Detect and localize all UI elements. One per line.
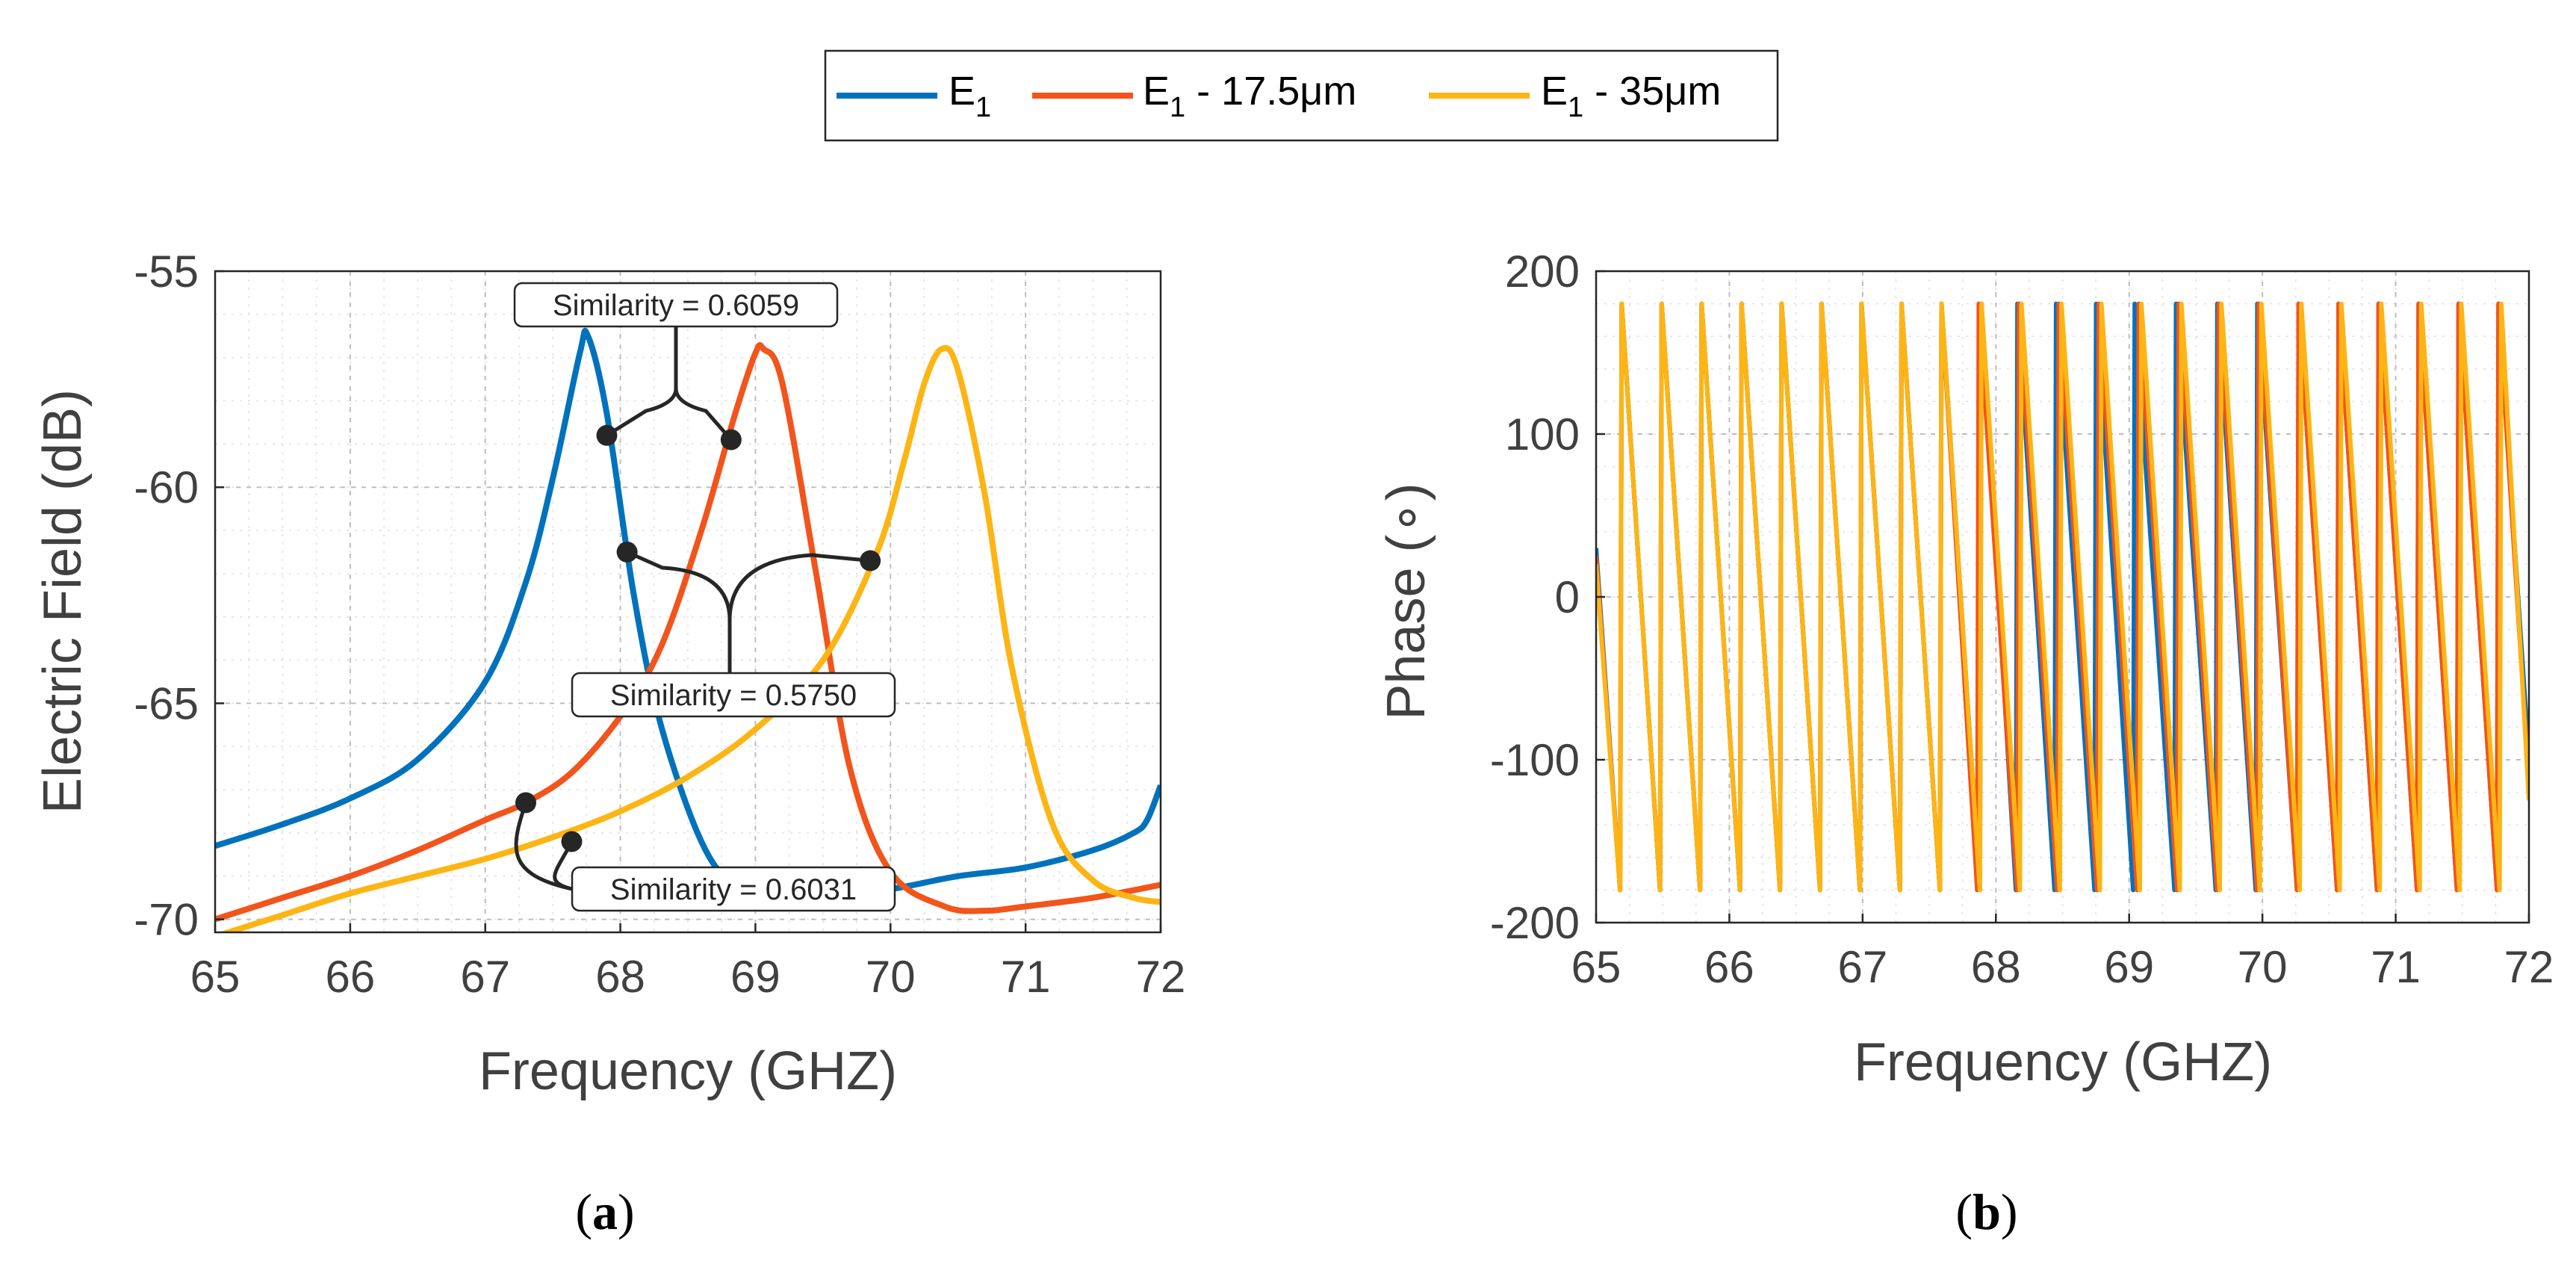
legend-entry-e1: E1 <box>837 69 991 123</box>
chart-a-annotation-1-marker <box>596 424 618 446</box>
chart-b-ylabel: Phase (∘) <box>1377 483 1436 719</box>
legend-label-e1-base: E <box>949 69 975 114</box>
legend-label-e1-35um-suffix: - 35μm <box>1583 69 1721 114</box>
legend-entry-e1-17-5um: E1 - 17.5μm <box>1032 69 1356 123</box>
panel-label-a: (a) <box>575 1183 634 1240</box>
chart-a-series-e1 <box>215 327 1161 902</box>
panel-label-b-open: ( <box>1955 1183 1973 1240</box>
chart-a-xlabel: Frequency (GHZ) <box>479 1041 897 1101</box>
chart-a-annotation-3-text: Similarity = 0.6031 <box>610 873 857 906</box>
panel-label-b-letter: b <box>1973 1183 2001 1240</box>
chart-b-x-tick-label: 71 <box>2371 942 2421 992</box>
chart-a-y-tick-label: -55 <box>134 247 199 297</box>
chart-a-x-tick-label: 66 <box>325 952 375 1002</box>
legend-label-e1-17-5um: E1 - 17.5μm <box>1143 69 1356 123</box>
panel-label-a-open: ( <box>575 1183 592 1240</box>
chart-b-x-tick-label: 69 <box>2104 942 2154 992</box>
chart-b-x-tick-label: 72 <box>2504 942 2554 992</box>
chart-a-x-tick-label: 70 <box>866 952 916 1002</box>
chart-a-frame <box>214 270 1162 934</box>
panel-label-b-close: ) <box>2001 1183 2018 1240</box>
chart-a-series <box>215 327 1161 932</box>
chart-b-y-ticks: -200 -100 0 100 200 <box>1490 247 1605 948</box>
chart-a-x-tick-label: 69 <box>730 952 780 1002</box>
chart-b-x-tick-label: 68 <box>1971 942 2021 992</box>
chart-b-x-tick-label: 66 <box>1704 942 1754 992</box>
panel-label-a-close: ) <box>618 1183 635 1240</box>
chart-b-series-e1-35-m <box>1596 301 2529 893</box>
chart-a-y-tick-label: -65 <box>134 678 199 728</box>
chart-b-y-tick-label: -100 <box>1490 735 1580 785</box>
legend-box <box>824 49 1779 142</box>
chart-a-annotation-2-text: Similarity = 0.5750 <box>610 679 857 712</box>
chart-a-x-tick-label: 71 <box>1001 952 1051 1002</box>
chart-a-y-tick-label: -60 <box>134 462 199 512</box>
legend-label-e1-17-5um-sub: 1 <box>1170 92 1185 123</box>
chart-a-x-tick-label: 67 <box>460 952 510 1002</box>
chart-a-y-ticks: -70 -65 -60 -55 <box>134 247 224 945</box>
legend-label-e1-35um-base: E <box>1541 69 1568 114</box>
chart-a-annotation-2-connector <box>626 550 871 673</box>
chart-a-x-tick-label: 68 <box>595 952 645 1002</box>
chart-a-annotation-2-marker <box>616 541 638 563</box>
panel-label-a-letter: a <box>592 1183 618 1240</box>
chart-a-series-e1-17-5-m <box>215 342 1161 923</box>
chart-b-xlabel: Frequency (GHZ) <box>1854 1032 2272 1092</box>
chart-b-y-tick-label: 100 <box>1505 409 1580 459</box>
legend-label-e1-17-5um-base: E <box>1143 69 1170 114</box>
chart-b: 65 66 67 68 69 70 71 72 -200 -100 0 100 200 Frequen… <box>1377 247 2554 1092</box>
chart-b-y-tick-label: -200 <box>1490 898 1580 948</box>
chart-b-y-tick-label: 0 <box>1555 572 1580 622</box>
chart-a-x-tick-label: 72 <box>1136 952 1186 1002</box>
legend-label-e1-sub: 1 <box>975 92 991 123</box>
chart-b-x-tick-label: 65 <box>1571 942 1621 992</box>
chart-a-annotation-1-marker <box>720 429 742 450</box>
chart-a-series-e1-35-m <box>219 344 1161 932</box>
legend-label-e1-35um: E1 - 35μm <box>1541 69 1721 123</box>
chart-a-annotation-1-box <box>513 282 839 328</box>
chart-b-y-tick-label: 200 <box>1505 247 1580 297</box>
chart-a-y-tick-label: -70 <box>134 895 199 945</box>
legend-label-e1-17-5um-suffix: - 17.5μm <box>1185 69 1356 114</box>
chart-a: Similarity = 0.6059 Similarity = 0.5750 Si… <box>33 247 1185 1101</box>
legend: E1 E1 - 17.5μm E1 - 35μm <box>824 49 1779 142</box>
chart-a-x-ticks: 65 66 67 68 69 70 71 72 <box>190 923 1186 1002</box>
chart-b-series <box>1596 301 2529 893</box>
chart-a-annotation-3-box <box>571 866 896 912</box>
chart-b-x-ticks: 65 66 67 68 69 70 71 72 <box>1571 914 2554 992</box>
chart-b-x-tick-label: 70 <box>2238 942 2288 992</box>
chart-a-x-tick-label: 65 <box>190 952 240 1002</box>
chart-a-annotations: Similarity = 0.6059 Similarity = 0.5750 Si… <box>513 282 896 912</box>
chart-a-annotation-2-marker <box>860 550 881 572</box>
chart-a-annotation-1-connector <box>606 326 733 442</box>
chart-a-ylabel: Electric Field (dB) <box>33 389 93 814</box>
legend-label-e1: E1 <box>949 69 991 123</box>
chart-a-annotation-3-marker <box>515 792 536 814</box>
legend-label-e1-35um-sub: 1 <box>1568 92 1583 123</box>
chart-b-x-tick-label: 67 <box>1837 942 1887 992</box>
chart-a-annotation-3-marker <box>561 831 583 852</box>
chart-a-annotation-2-box <box>571 672 896 718</box>
legend-entry-e1-35um: E1 - 35μm <box>1429 69 1721 123</box>
panel-label-b: (b) <box>1955 1183 2017 1240</box>
chart-a-annotation-1-text: Similarity = 0.6059 <box>553 289 799 322</box>
